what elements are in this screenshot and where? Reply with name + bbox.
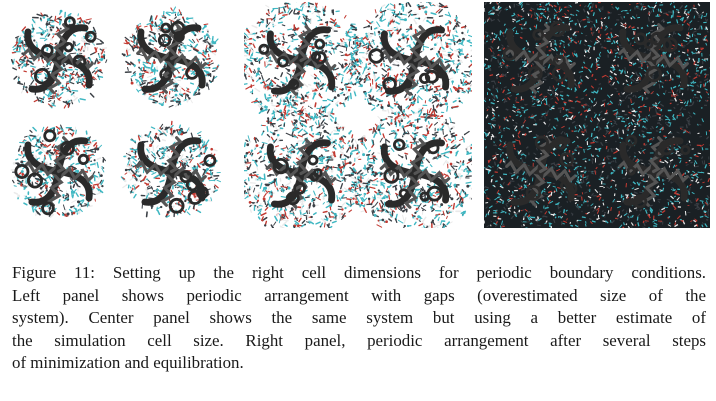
panel-right-image — [484, 2, 710, 228]
figure-caption: Figure 11: Setting up the right cell dim… — [12, 262, 706, 375]
figure-panel-right — [484, 2, 710, 228]
caption-line: system). Center panel shows the same sys… — [12, 308, 706, 327]
caption-line: of minimization and equilibration. — [12, 353, 244, 372]
figure-panel-center — [244, 2, 472, 228]
caption-line: Left panel shows periodic arrangement wi… — [12, 285, 706, 305]
panel-left-image — [6, 2, 232, 228]
panel-center-image — [244, 2, 472, 228]
figure-panel-left — [6, 2, 232, 228]
caption-line: Figure 11: Setting up the right cell dim… — [12, 263, 706, 282]
caption-line: the simulation cell size. Right panel, p… — [12, 330, 706, 350]
